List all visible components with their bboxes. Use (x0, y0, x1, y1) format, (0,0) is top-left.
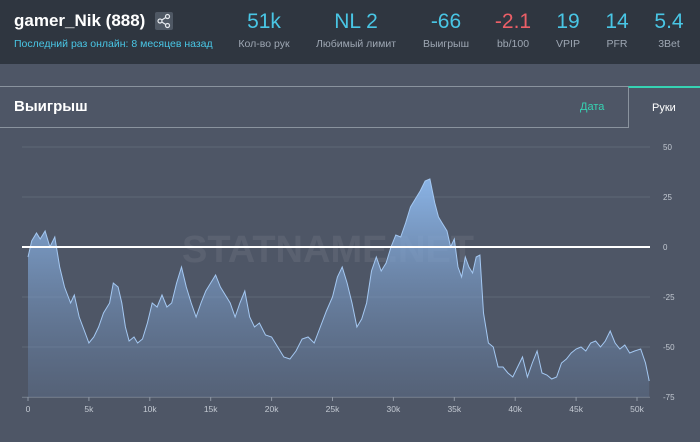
player-name: gamer_Nik (888) (14, 11, 146, 30)
stat-bb100-value: -2.1 (494, 10, 532, 33)
winnings-line (27, 178, 650, 382)
stat-3bet-label: 3Bet (658, 38, 680, 50)
stat-favorite-limit-value: NL 2 (334, 10, 378, 33)
y-tick-label: -25 (663, 293, 675, 302)
stat-bb100: -2.1 bb/100 (490, 10, 536, 50)
y-tick-label: 50 (663, 143, 672, 152)
y-tick-label: -50 (663, 343, 675, 352)
x-tick-label: 30k (387, 404, 401, 414)
tab-hands-label: Руки (652, 102, 676, 114)
tab-date[interactable]: Дата (580, 101, 605, 113)
stat-3bet: 5.4 3Bet (651, 10, 687, 50)
y-tick-label: 25 (663, 193, 672, 202)
x-tick-label: 0 (26, 404, 31, 414)
x-tick-label: 15k (204, 404, 218, 414)
stat-hands-value: 51k (247, 10, 281, 33)
stat-winnings: -66 Выигрыш (418, 10, 474, 50)
x-tick-label: 5k (84, 404, 94, 414)
player-header: gamer_Nik (888) Последний раз онлайн: 8 … (0, 0, 700, 64)
winnings-chart: STATNAME.NET 0 5k 10k 15k 20k 25k 30k 35k 40k 45k… (22, 143, 675, 414)
stat-favorite-limit-label: Любимый лимит (315, 38, 397, 50)
x-tick-label: 40k (508, 404, 522, 414)
tab-hands[interactable]: Руки (628, 86, 700, 128)
x-tick-label: 35k (447, 404, 461, 414)
stat-hands-label: Кол-во рук (238, 38, 290, 50)
stat-hands: 51k Кол-во рук (236, 10, 292, 50)
stat-vpip: 19 VPIP (552, 10, 584, 50)
stat-pfr-label: PFR (606, 38, 628, 50)
x-tick-label: 45k (569, 404, 583, 414)
stat-pfr-value: 14 (605, 10, 629, 33)
stat-bb100-label: bb/100 (496, 38, 530, 50)
stat-pfr: 14 PFR (601, 10, 633, 50)
y-tick-label: -75 (663, 393, 675, 402)
last-online-status: Последний раз онлайн: 8 месяцев назад (14, 38, 213, 50)
x-tick-label: 50k (630, 404, 644, 414)
x-tick-label: 10k (143, 404, 157, 414)
stat-vpip-value: 19 (556, 10, 580, 33)
stat-winnings-label: Выигрыш (422, 38, 470, 50)
stat-winnings-value: -66 (430, 10, 462, 33)
winnings-area (28, 179, 650, 397)
x-tick-label: 25k (326, 404, 340, 414)
tab-divider (0, 127, 628, 128)
panel-title: Выигрыш (14, 98, 88, 115)
stat-3bet-value: 5.4 (654, 10, 684, 33)
x-tick-label: 20k (265, 404, 279, 414)
stat-vpip-label: VPIP (556, 38, 580, 50)
stat-favorite-limit: NL 2 Любимый лимит (312, 10, 400, 50)
share-icon[interactable] (155, 12, 173, 30)
y-tick-label: 0 (663, 243, 668, 252)
